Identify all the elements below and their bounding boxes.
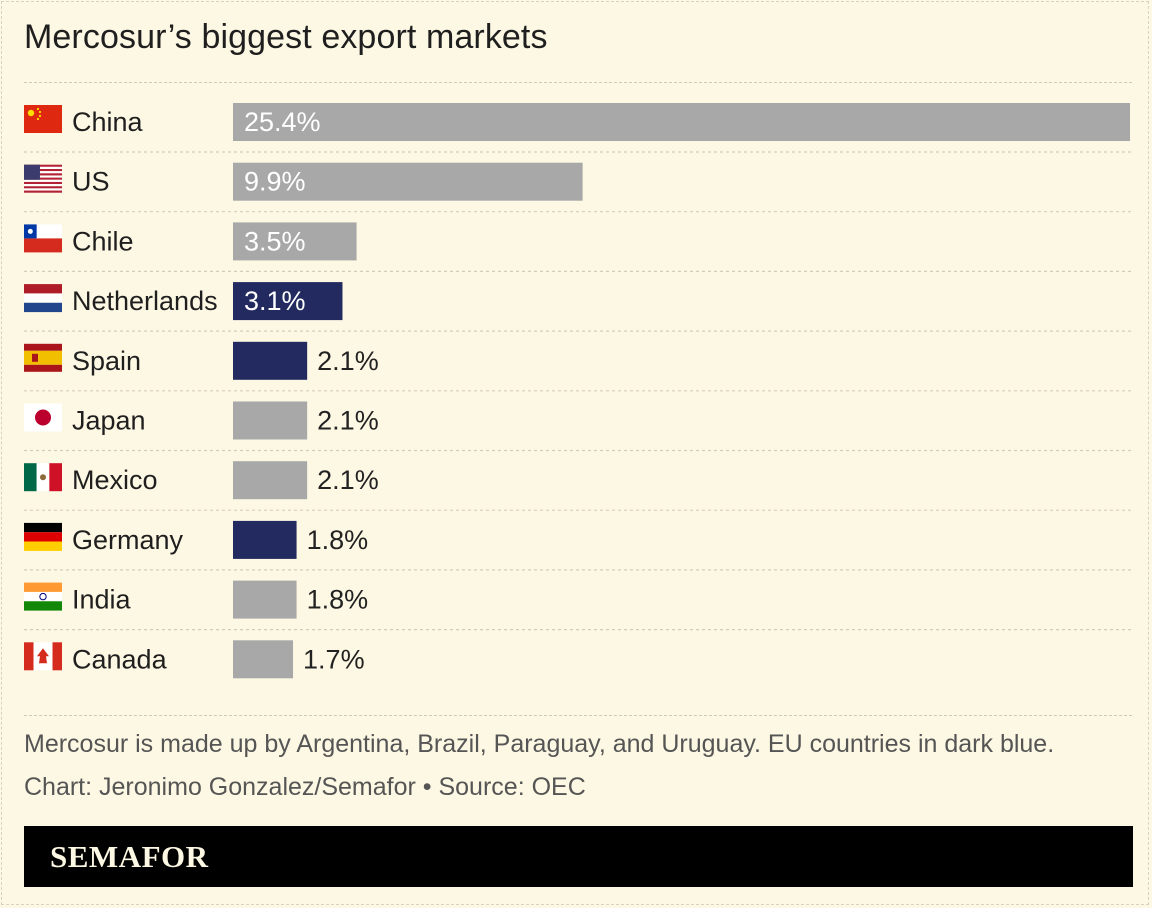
category-label: Japan <box>72 406 146 436</box>
bar <box>233 341 308 380</box>
bar-row-canada: Canada 1.7% <box>24 640 365 679</box>
bar <box>233 222 357 261</box>
bar-row-spain: Spain 2.1% <box>24 341 1132 392</box>
value-label: 3.5% <box>244 226 306 256</box>
spain-flag-icon <box>24 343 62 372</box>
bar-row-us: US 9.9% <box>24 162 1132 213</box>
category-label: Germany <box>72 525 184 555</box>
bar <box>233 401 308 440</box>
value-label: 3.1% <box>244 286 306 316</box>
chart-title: Mercosur’s biggest export markets <box>24 18 548 56</box>
bar-row-netherlands: Netherlands 3.1% <box>24 282 1132 332</box>
bar-row-japan: Japan 2.1% <box>24 401 1132 452</box>
bar <box>233 580 297 619</box>
value-label: 1.8% <box>307 525 369 555</box>
bar <box>233 103 1130 141</box>
netherlands-flag-icon <box>24 284 62 313</box>
bar-chart: China 25.4% US 9.9% Chile 3.5% Netherlands 3.1%… <box>24 103 1132 679</box>
bar <box>233 520 297 559</box>
category-label: Netherlands <box>72 286 218 316</box>
category-label: Canada <box>72 644 168 674</box>
value-label: 1.7% <box>303 644 365 674</box>
value-label: 2.1% <box>317 346 379 376</box>
bar <box>233 282 343 321</box>
value-label: 9.9% <box>244 167 306 197</box>
category-label: China <box>72 107 144 137</box>
bar <box>233 162 583 201</box>
mexico-flag-icon <box>24 463 62 492</box>
semafor-logo: SEMAFOR <box>50 839 209 874</box>
title-divider <box>24 82 1132 83</box>
value-label: 25.4% <box>244 107 321 137</box>
category-label: US <box>72 167 110 197</box>
japan-flag-icon <box>24 403 62 432</box>
bar-row-india: India 1.8% <box>24 580 1132 631</box>
footer-divider <box>24 715 1132 716</box>
canada-flag-icon <box>24 642 62 671</box>
category-label: India <box>72 585 132 615</box>
category-label: Mexico <box>72 465 158 495</box>
category-label: Chile <box>72 226 134 256</box>
us-flag-icon <box>24 164 62 193</box>
bar <box>233 461 308 500</box>
bar-row-germany: Germany 1.8% <box>24 520 1132 571</box>
value-label: 1.8% <box>307 585 369 615</box>
germany-flag-icon <box>24 522 62 551</box>
bar-row-chile: Chile 3.5% <box>24 222 1132 272</box>
value-label: 2.1% <box>317 406 379 436</box>
bar-row-mexico: Mexico 2.1% <box>24 461 1132 511</box>
india-flag-icon <box>24 582 62 611</box>
brand-footer: SEMAFOR <box>24 826 1133 887</box>
value-label: 2.1% <box>317 465 379 495</box>
chart-note: Mercosur is made up by Argentina, Brazil… <box>24 730 1055 758</box>
category-label: Spain <box>72 346 141 376</box>
chart-credit: Chart: Jeronimo Gonzalez/Semafor • Sourc… <box>24 773 586 801</box>
china-flag-icon <box>24 105 62 133</box>
bar <box>233 640 294 679</box>
chile-flag-icon <box>24 224 62 253</box>
bar-row-china: China 25.4% <box>24 103 1132 153</box>
